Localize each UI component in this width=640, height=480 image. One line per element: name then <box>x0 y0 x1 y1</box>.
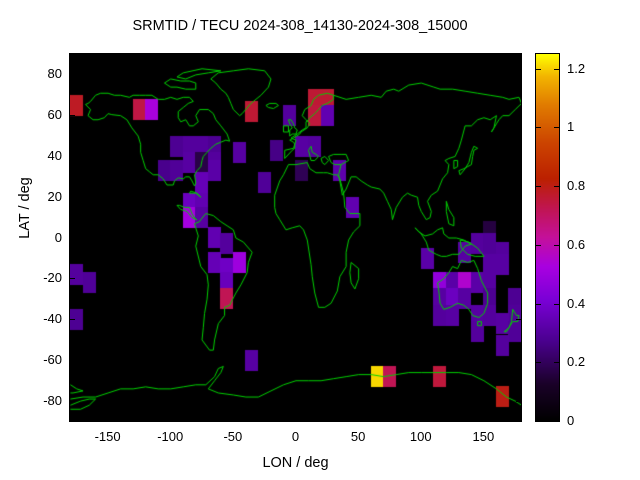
tick-mark <box>108 416 109 421</box>
tick-mark <box>70 319 75 320</box>
tick-mark <box>483 54 484 59</box>
tick-mark <box>536 421 541 422</box>
tick-mark <box>554 127 559 128</box>
tick-mark <box>516 401 521 402</box>
tick-mark <box>296 54 297 59</box>
tick-mark <box>554 421 559 422</box>
tick-mark <box>536 362 541 363</box>
tick-mark <box>536 69 541 70</box>
ytick-label: 20 <box>47 188 62 204</box>
xtick-label: 0 <box>291 429 300 444</box>
ytick-label: -20 <box>43 270 62 286</box>
ytick-label: 60 <box>47 107 62 123</box>
tick-mark <box>70 278 75 279</box>
colorbar-gradient <box>536 54 559 421</box>
xtick-label: 100 <box>409 429 432 444</box>
ytick-label: 80 <box>47 66 62 82</box>
xtick-label: 150 <box>472 429 495 444</box>
ctick-label: 0.6 <box>567 236 586 252</box>
x-axis-label: LON / deg <box>262 455 329 471</box>
tick-mark <box>536 127 541 128</box>
tick-mark <box>516 238 521 239</box>
tick-mark <box>516 360 521 361</box>
tick-mark <box>70 115 75 116</box>
tick-mark <box>70 197 75 198</box>
tick-mark <box>70 156 75 157</box>
tick-mark <box>554 186 559 187</box>
tick-mark <box>516 115 521 116</box>
ytick-label: 0 <box>54 229 62 245</box>
tick-mark <box>170 416 171 421</box>
tick-mark <box>536 245 541 246</box>
tick-mark <box>536 304 541 305</box>
tick-mark <box>516 197 521 198</box>
tick-mark <box>536 186 541 187</box>
ctick-label: 0.4 <box>567 295 586 311</box>
tick-mark <box>358 416 359 421</box>
tick-mark <box>296 416 297 421</box>
tick-mark <box>554 245 559 246</box>
xtick-label: 50 <box>350 429 366 444</box>
tick-mark <box>108 54 109 59</box>
tick-mark <box>421 54 422 59</box>
tick-mark <box>170 54 171 59</box>
xtick-label: -150 <box>94 429 121 444</box>
ytick-label: -80 <box>43 392 62 408</box>
tick-mark <box>233 416 234 421</box>
tick-mark <box>70 360 75 361</box>
ytick-label: -60 <box>43 351 62 367</box>
tick-mark <box>516 156 521 157</box>
tick-mark <box>483 416 484 421</box>
tick-mark <box>554 362 559 363</box>
ytick-label: -40 <box>43 311 62 327</box>
ctick-label: 0.8 <box>567 178 586 194</box>
page-title: SRMTID / TECU 2024-308_14130-2024-308_15… <box>132 18 468 34</box>
ctick-label: 0.2 <box>567 354 586 370</box>
tick-mark <box>70 401 75 402</box>
xtick-label: -100 <box>157 429 184 444</box>
ytick-label: 40 <box>47 147 62 163</box>
tick-mark <box>516 278 521 279</box>
tick-mark <box>233 54 234 59</box>
tick-mark <box>70 74 75 75</box>
ctick-label: 1.2 <box>567 60 586 76</box>
world-heatmap-plot <box>70 54 521 421</box>
xtick-label: -50 <box>223 429 243 444</box>
tick-mark <box>70 238 75 239</box>
tick-mark <box>358 54 359 59</box>
y-axis-label: LAT / deg <box>17 177 33 239</box>
tick-mark <box>554 69 559 70</box>
tick-mark <box>554 304 559 305</box>
ctick-label: 0 <box>567 413 575 428</box>
tick-mark <box>516 319 521 320</box>
tick-mark <box>516 74 521 75</box>
tick-mark <box>421 416 422 421</box>
ctick-label: 1 <box>567 119 575 135</box>
